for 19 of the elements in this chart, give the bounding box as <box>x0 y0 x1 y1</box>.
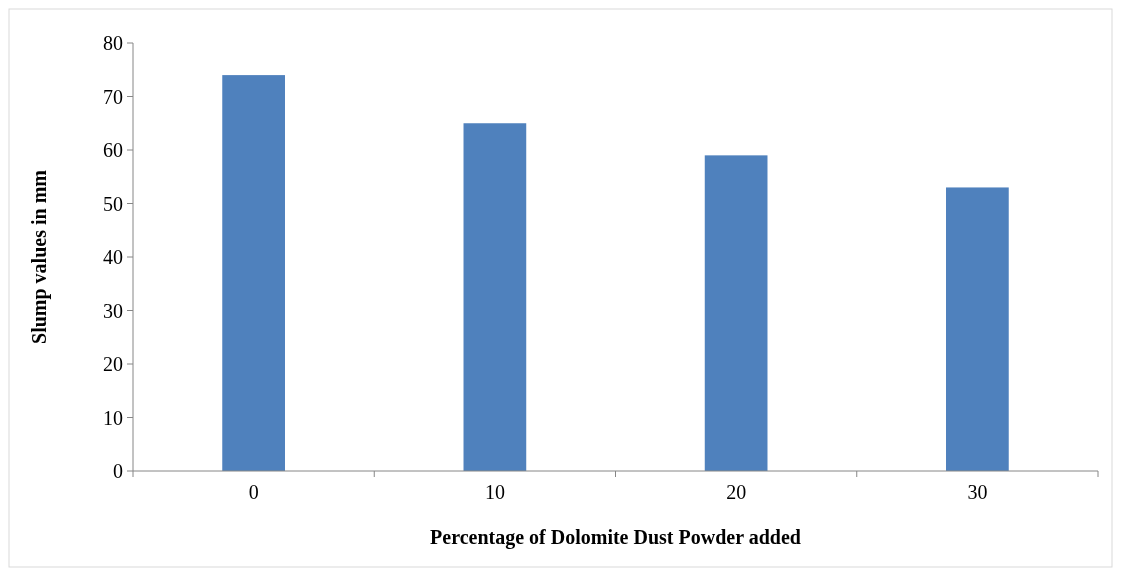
bar <box>463 123 527 471</box>
y-tick-label: 30 <box>103 299 123 322</box>
bar <box>222 75 285 471</box>
x-tick-label: 30 <box>967 481 988 503</box>
y-tick-label: 70 <box>103 85 123 108</box>
y-tick-label: 80 <box>103 32 123 54</box>
y-tick-label: 60 <box>103 139 123 161</box>
y-axis-title: Slump values in mm <box>28 169 51 344</box>
y-tick-label: 20 <box>103 353 123 375</box>
y-tick-label: 0 <box>113 460 123 482</box>
x-axis-title: Percentage of Dolomite Dust Powder added <box>430 526 801 549</box>
x-tick-label: 0 <box>248 481 259 503</box>
x-tick-label: 20 <box>726 481 747 503</box>
x-tick-label: 10 <box>484 481 505 503</box>
bar <box>704 155 768 471</box>
y-tick-label: 40 <box>103 246 123 268</box>
y-tick-label: 10 <box>103 406 123 429</box>
y-tick-label: 50 <box>103 192 123 215</box>
bar <box>946 187 1009 471</box>
